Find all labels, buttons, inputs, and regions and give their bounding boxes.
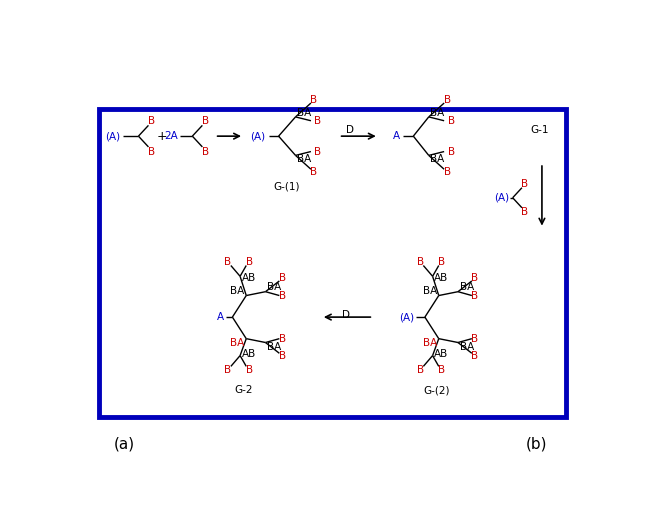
Text: BA: BA <box>297 108 312 118</box>
Text: B: B <box>310 95 317 105</box>
Text: B: B <box>246 257 253 267</box>
Text: (A): (A) <box>399 312 414 322</box>
Text: B: B <box>471 273 479 283</box>
Text: B: B <box>521 179 528 189</box>
Text: B: B <box>417 365 424 375</box>
Text: BA: BA <box>267 282 281 292</box>
Text: BA: BA <box>459 282 474 292</box>
Text: G-(2): G-(2) <box>423 385 450 395</box>
Text: B: B <box>438 365 446 375</box>
Text: BA: BA <box>459 342 474 352</box>
Text: AB: AB <box>434 349 448 359</box>
Text: B: B <box>521 207 528 217</box>
Text: B: B <box>438 257 446 267</box>
Text: +: + <box>156 130 167 143</box>
Text: D: D <box>342 310 350 320</box>
Text: B: B <box>448 116 455 126</box>
Text: B: B <box>314 116 321 126</box>
Text: G-1: G-1 <box>530 125 549 135</box>
Text: BA: BA <box>267 342 281 352</box>
Text: (A): (A) <box>494 193 510 203</box>
Text: B: B <box>202 116 209 126</box>
Text: B: B <box>148 146 155 156</box>
Text: BA: BA <box>230 338 244 348</box>
Text: B: B <box>448 146 455 156</box>
Text: D: D <box>346 125 354 135</box>
Text: B: B <box>444 95 451 105</box>
Text: B: B <box>246 365 253 375</box>
Text: BA: BA <box>230 286 244 296</box>
Text: AB: AB <box>242 273 256 283</box>
Text: B: B <box>471 334 479 344</box>
Text: B: B <box>444 167 451 177</box>
Text: B: B <box>202 146 209 156</box>
Text: (b): (b) <box>526 437 548 451</box>
Text: BA: BA <box>430 154 444 164</box>
Text: B: B <box>471 351 479 361</box>
Text: A: A <box>393 131 400 141</box>
Text: B: B <box>314 146 321 156</box>
Text: B: B <box>417 257 424 267</box>
Text: (A): (A) <box>106 131 121 141</box>
Text: B: B <box>279 334 286 344</box>
Text: B: B <box>224 365 232 375</box>
Bar <box>99 109 566 417</box>
Text: BA: BA <box>423 286 437 296</box>
Text: B: B <box>148 116 155 126</box>
Text: BA: BA <box>423 338 437 348</box>
Text: A: A <box>217 312 224 322</box>
Text: G-(1): G-(1) <box>273 181 299 191</box>
Text: (A): (A) <box>250 131 265 141</box>
Text: BA: BA <box>297 154 312 164</box>
Text: B: B <box>224 257 232 267</box>
Text: B: B <box>279 290 286 300</box>
Text: BA: BA <box>430 108 444 118</box>
Text: AB: AB <box>242 349 256 359</box>
Text: B: B <box>279 351 286 361</box>
Text: B: B <box>310 167 317 177</box>
Text: 2A: 2A <box>164 131 179 141</box>
Text: G-2: G-2 <box>235 385 253 395</box>
Text: (a): (a) <box>114 437 135 451</box>
Text: B: B <box>471 290 479 300</box>
Text: B: B <box>279 273 286 283</box>
Text: AB: AB <box>434 273 448 283</box>
